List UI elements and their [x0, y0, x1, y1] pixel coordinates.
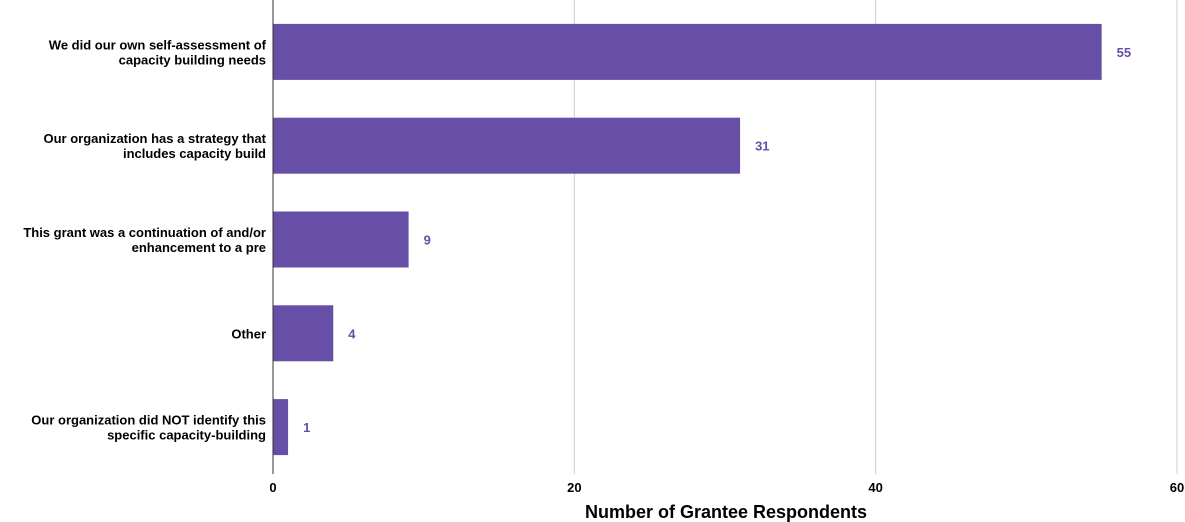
y-category-label-line: This grant was a continuation of and/or — [23, 225, 266, 240]
y-category-label-line: We did our own self-assessment of — [49, 37, 267, 52]
y-category-label: We did our own self-assessment of capacit… — [49, 37, 267, 67]
bar — [273, 23, 1102, 80]
x-tick-label: 0 — [269, 480, 276, 495]
bar-value-label: 9 — [424, 233, 431, 248]
bar-value-label: 4 — [348, 326, 356, 341]
bar — [273, 117, 741, 174]
y-category-label-line: specific capacity-building — [107, 428, 266, 443]
bar — [273, 211, 409, 268]
y-category-label-line: enhancement to a pre — [132, 240, 266, 255]
y-category-label-line: Our organization did NOT identify this — [31, 413, 266, 428]
x-tick-label: 20 — [567, 480, 581, 495]
y-category-label-line: Other — [231, 326, 266, 341]
bars — [273, 23, 1102, 456]
bar-value-label: 1 — [303, 420, 310, 435]
x-tick-label: 40 — [868, 480, 882, 495]
bar-value-label: 31 — [755, 139, 769, 154]
labels: 0 20 40 60 55 We did our own self-assessment … — [23, 37, 1184, 495]
y-category-label-line: Our organization has a strategy that — [44, 131, 267, 146]
bar — [273, 399, 289, 456]
y-category-label: Our organization has a strategy that incl… — [44, 131, 267, 161]
x-axis-title: Number of Grantee Respondents — [585, 502, 867, 522]
y-category-label: Our organization did NOT identify this sp… — [31, 413, 266, 443]
x-tick-label: 60 — [1170, 480, 1184, 495]
y-category-label-line: capacity building needs — [119, 52, 266, 67]
y-category-label: This grant was a continuation of and/or e… — [23, 225, 266, 255]
y-category-label-line: includes capacity build — [123, 146, 266, 161]
bar — [273, 305, 334, 362]
bar-value-label: 55 — [1117, 45, 1131, 60]
y-category-label: Other — [231, 326, 266, 341]
